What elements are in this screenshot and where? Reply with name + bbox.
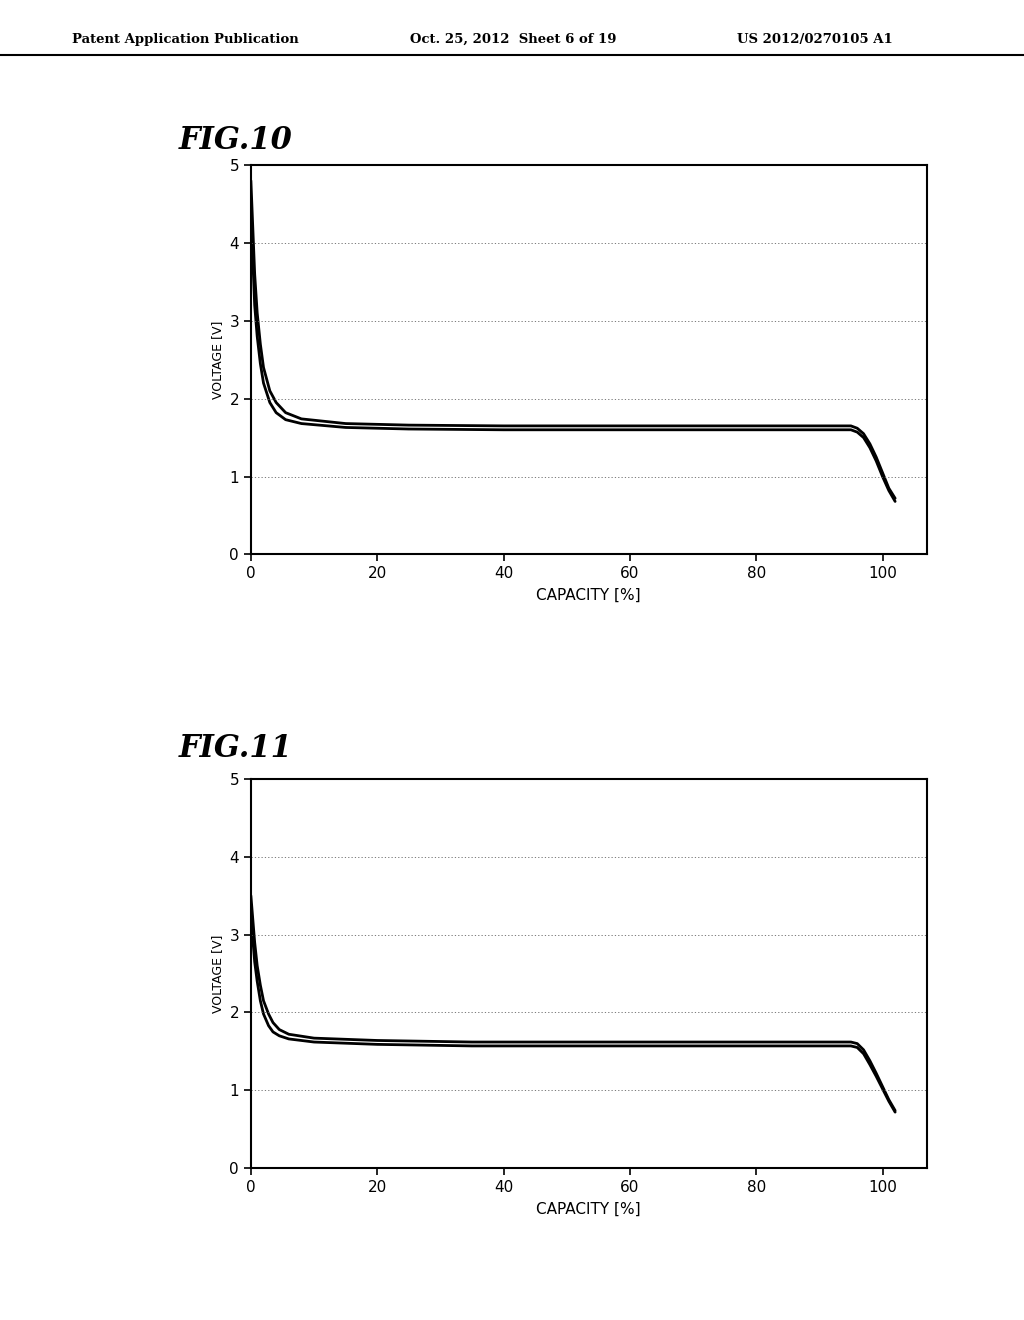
Text: Patent Application Publication: Patent Application Publication (72, 33, 298, 46)
Y-axis label: VOLTAGE [V]: VOLTAGE [V] (211, 935, 224, 1012)
X-axis label: CAPACITY [%]: CAPACITY [%] (537, 1203, 641, 1217)
Text: FIG.10: FIG.10 (179, 125, 293, 156)
Text: US 2012/0270105 A1: US 2012/0270105 A1 (737, 33, 893, 46)
X-axis label: CAPACITY [%]: CAPACITY [%] (537, 589, 641, 603)
Y-axis label: VOLTAGE [V]: VOLTAGE [V] (211, 321, 224, 399)
Text: FIG.11: FIG.11 (179, 733, 293, 763)
Text: Oct. 25, 2012  Sheet 6 of 19: Oct. 25, 2012 Sheet 6 of 19 (410, 33, 616, 46)
